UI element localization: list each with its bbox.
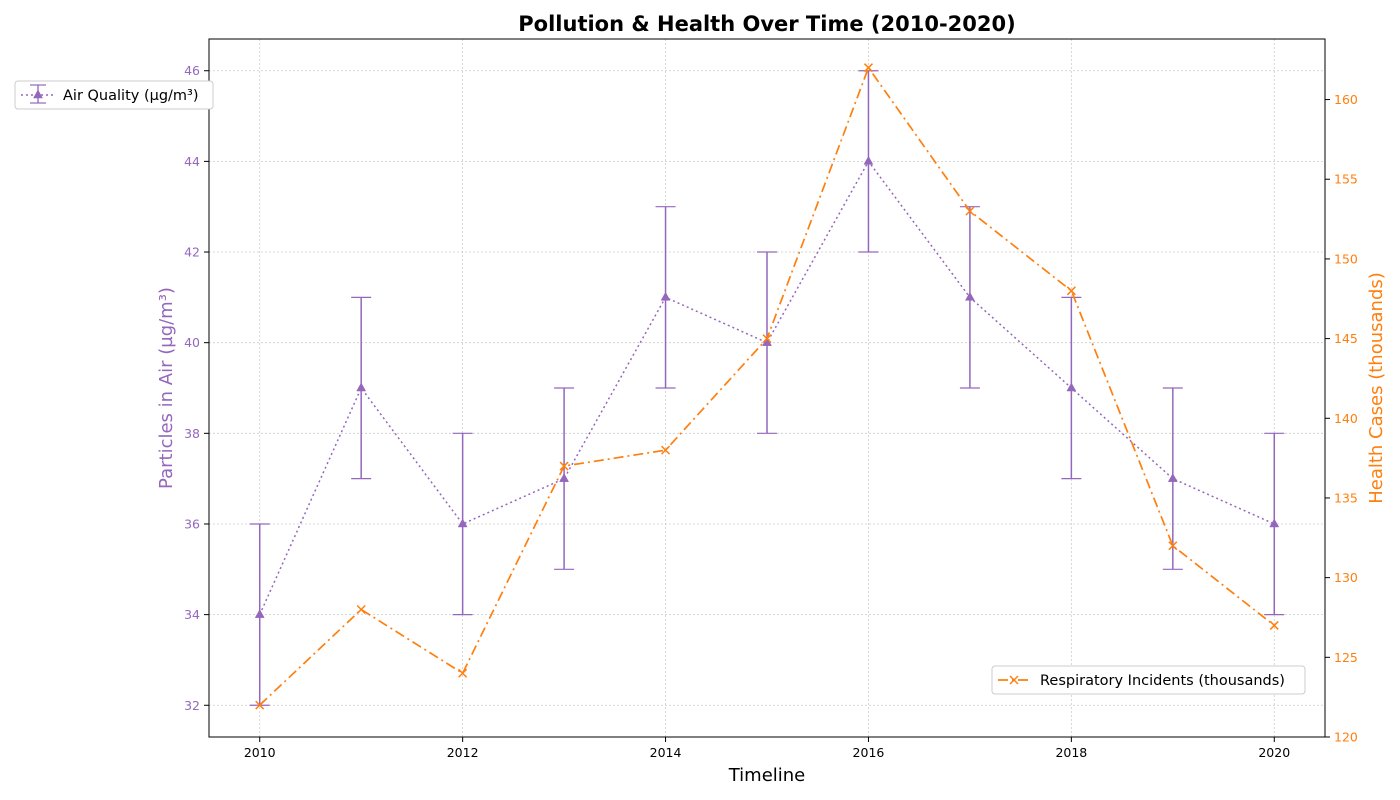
data-point-respiratory bbox=[1269, 620, 1279, 630]
series-layer bbox=[249, 63, 1285, 710]
legend-air-quality-label: Air Quality (µg/m³) bbox=[63, 88, 199, 104]
plot-frame bbox=[208, 38, 1326, 738]
data-point-air-quality bbox=[1269, 518, 1280, 528]
y-left-tick-label: 40 bbox=[184, 335, 200, 350]
data-point-air-quality bbox=[964, 291, 975, 301]
y-left-tick-label: 44 bbox=[184, 154, 200, 169]
series-air-quality-line bbox=[259, 160, 1275, 615]
y-left-axis-label: Particles in Air (µg/m³) bbox=[156, 287, 177, 489]
y-left-tick-label: 38 bbox=[184, 426, 200, 441]
y-right-tick-label: 160 bbox=[1334, 92, 1358, 107]
axes: 2010 2012 2014 2016 2018 2020 32 34 36 38 40 42 44 46… bbox=[184, 63, 1358, 760]
data-point-respiratory-stroke bbox=[965, 206, 975, 216]
legend-respiratory-label: Respiratory Incidents (thousands) bbox=[1040, 673, 1285, 689]
x-tick-label: 2014 bbox=[650, 745, 682, 760]
legend-respiratory-marker-stroke bbox=[1009, 675, 1019, 685]
data-point-respiratory bbox=[255, 700, 265, 710]
data-point-respiratory bbox=[458, 668, 468, 678]
x-tick-label: 2016 bbox=[853, 745, 885, 760]
data-point-respiratory-stroke bbox=[458, 668, 468, 678]
data-point-respiratory bbox=[762, 334, 772, 344]
y-right-tick-label: 155 bbox=[1334, 172, 1358, 187]
y-right-tick-label: 120 bbox=[1334, 730, 1358, 745]
data-point-respiratory bbox=[356, 604, 366, 615]
y-right-axis-label: Health Cases (thousands) bbox=[1366, 272, 1387, 504]
legend-respiratory: Respiratory Incidents (thousands) bbox=[991, 665, 1306, 695]
x-tick-label: 2018 bbox=[1055, 745, 1087, 760]
legend-respiratory-box bbox=[991, 665, 1306, 695]
data-point-respiratory bbox=[559, 461, 569, 471]
y-left-tick-label: 32 bbox=[184, 698, 200, 713]
y-right-tick-label: 150 bbox=[1334, 251, 1358, 266]
data-point-respiratory-stroke bbox=[863, 63, 873, 73]
data-point-air-quality bbox=[559, 473, 570, 482]
y-left-tick-label: 34 bbox=[184, 607, 200, 622]
data-point-respiratory-stroke bbox=[661, 445, 671, 455]
data-point-respiratory-stroke bbox=[1066, 286, 1076, 296]
data-point-air-quality bbox=[863, 155, 874, 165]
series-air-quality bbox=[249, 70, 1285, 706]
data-point-air-quality bbox=[1066, 382, 1077, 392]
data-point-respiratory-stroke bbox=[1168, 541, 1178, 551]
data-point-air-quality bbox=[457, 518, 468, 528]
data-point-respiratory-stroke bbox=[255, 700, 265, 710]
y-right-tick-label: 135 bbox=[1334, 490, 1358, 505]
y-right-tick-label: 145 bbox=[1334, 331, 1358, 346]
data-point-respiratory bbox=[863, 63, 873, 73]
x-tick-label: 2010 bbox=[244, 745, 276, 760]
y-right-tick-label: 140 bbox=[1334, 411, 1358, 426]
data-point-respiratory bbox=[1168, 541, 1178, 551]
data-point-respiratory bbox=[1066, 286, 1076, 296]
y-left-tick-label: 46 bbox=[184, 63, 200, 78]
data-point-respiratory-stroke bbox=[559, 461, 569, 471]
legend-respiratory-swatch bbox=[998, 675, 1030, 685]
y-left-tick-label: 36 bbox=[184, 516, 200, 531]
data-point-air-quality bbox=[1167, 473, 1178, 482]
chart-title: Pollution & Health Over Time (2010-2020) bbox=[518, 12, 1015, 36]
data-point-respiratory bbox=[965, 206, 975, 216]
x-tick-label: 2012 bbox=[447, 745, 479, 760]
x-axis-label: Timeline bbox=[728, 765, 806, 786]
data-point-air-quality bbox=[660, 291, 671, 301]
data-point-respiratory-stroke bbox=[356, 604, 366, 615]
y-right-tick-label: 130 bbox=[1334, 570, 1358, 585]
legend-air-quality-swatch bbox=[21, 84, 55, 104]
data-point-air-quality bbox=[356, 382, 367, 392]
legend-air-quality: Air Quality (µg/m³) bbox=[14, 80, 214, 110]
legend-air-quality-marker bbox=[33, 89, 43, 99]
y-left-tick-label: 42 bbox=[184, 245, 200, 260]
data-point-air-quality bbox=[254, 609, 265, 618]
x-tick-label: 2020 bbox=[1258, 745, 1290, 760]
y-right-tick-label: 125 bbox=[1334, 650, 1358, 665]
data-point-respiratory-stroke bbox=[762, 334, 772, 344]
legend-air-quality-box bbox=[14, 80, 214, 110]
data-point-respiratory bbox=[661, 445, 671, 455]
legend-respiratory-marker bbox=[1009, 675, 1019, 685]
data-point-respiratory-stroke bbox=[1269, 620, 1279, 630]
series-respiratory bbox=[255, 63, 1279, 710]
